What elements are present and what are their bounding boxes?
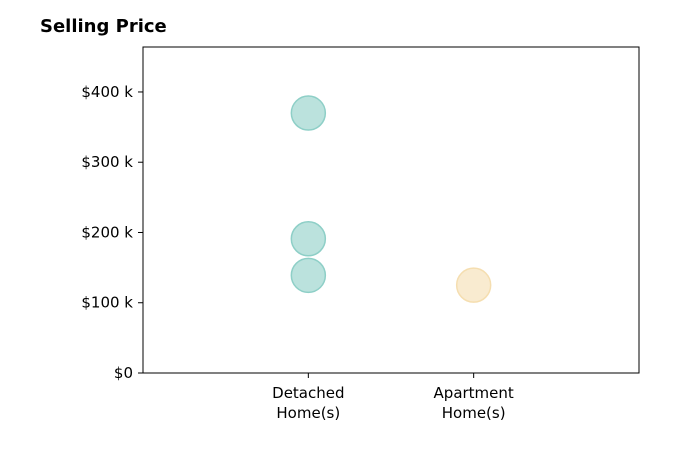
y-axis: $0 $100 k $200 k $300 k $400 k [81,83,143,382]
x-tick-label-line: Home(s) [276,404,340,422]
plot-area-frame [142,46,640,374]
data-point [290,95,327,131]
data-point [455,267,492,303]
x-tick-label: Apartment Home(s) [434,384,514,422]
chart-title: Selling Price [40,16,167,37]
y-tick-label: $100 k [81,294,133,312]
data-point [290,221,327,257]
x-axis: Detached Home(s) Apartment Home(s) [272,373,514,422]
y-tick-label: $400 k [81,83,133,101]
data-points [290,95,492,303]
x-tick-label: Detached Home(s) [272,384,344,422]
y-tick-label: $200 k [81,223,133,241]
x-tick-label-line: Detached [272,384,344,402]
y-tick-label: $300 k [81,153,133,171]
x-tick-label-line: Home(s) [442,404,506,422]
data-point [290,257,327,294]
x-tick-label-line: Apartment [434,384,514,402]
y-tick-label: $0 [114,364,133,382]
